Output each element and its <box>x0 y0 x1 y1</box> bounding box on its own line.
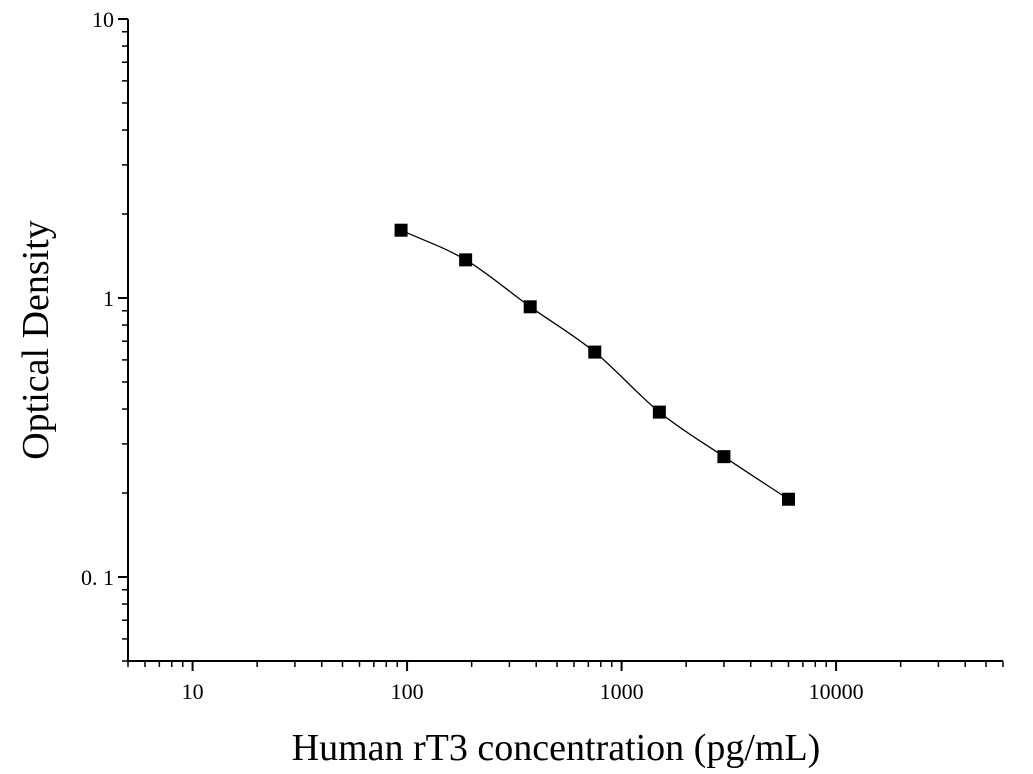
data-points <box>394 223 795 506</box>
data-point <box>781 492 795 506</box>
data-point <box>523 300 537 314</box>
data-point <box>459 253 473 267</box>
data-point <box>652 405 666 419</box>
x-tick-label: 1000 <box>600 679 644 704</box>
axes <box>127 19 1003 662</box>
x-tick-label: 10 <box>182 679 204 704</box>
x-tick-label: 100 <box>391 679 424 704</box>
x-tick-label: 10000 <box>809 679 864 704</box>
tick-labels: 10 100 1000 10000 0. 1 1 10 <box>81 7 864 704</box>
y-tick-label: 1 <box>103 286 114 311</box>
data-point <box>394 223 408 237</box>
data-point <box>588 345 602 359</box>
y-tick-label: 0. 1 <box>81 565 114 590</box>
y-axis-title: Optical Density <box>15 220 57 460</box>
x-axis-title: Human rT3 concentration (pg/mL) <box>292 727 821 769</box>
ticks <box>118 18 1004 671</box>
data-point <box>717 450 731 464</box>
y-tick-label: 10 <box>92 7 114 32</box>
